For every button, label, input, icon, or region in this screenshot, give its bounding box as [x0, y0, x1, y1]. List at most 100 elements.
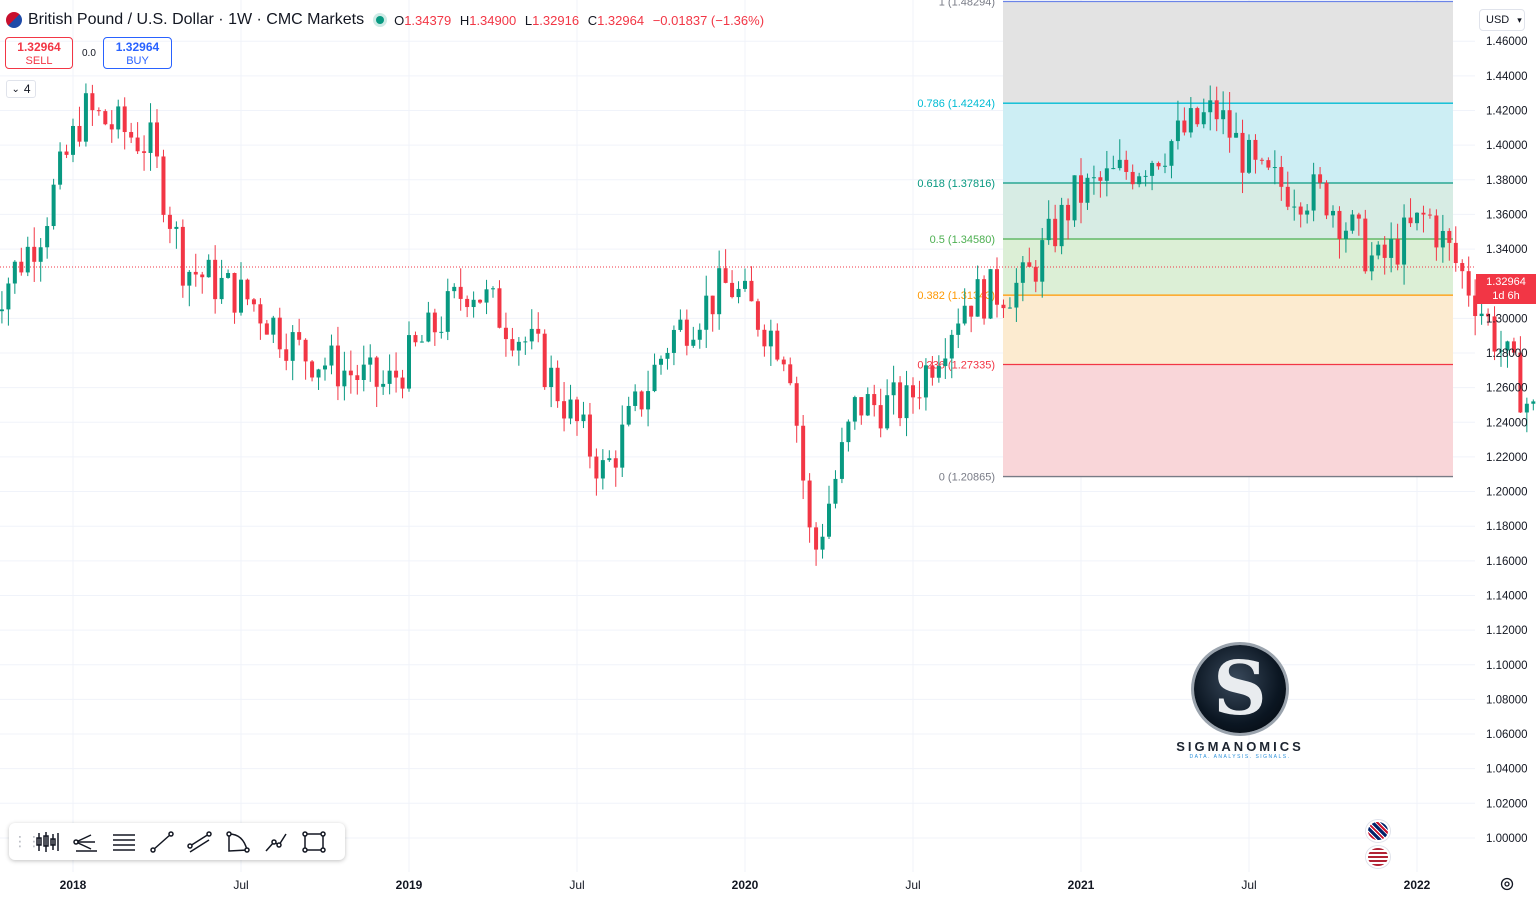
- drag-handle-icon[interactable]: ⋮⋮: [13, 833, 41, 849]
- candles-icon[interactable]: [29, 827, 67, 857]
- candle: [523, 336, 528, 355]
- candle: [555, 360, 560, 408]
- candle: [51, 178, 56, 230]
- candle: [206, 254, 211, 278]
- candle: [419, 334, 424, 343]
- candle: [1356, 212, 1361, 236]
- candle: [264, 320, 269, 335]
- price-axis-label: 1.40000: [1486, 140, 1528, 152]
- indicators-collapse-button[interactable]: ⌄ 4: [6, 80, 36, 98]
- candle: [1040, 227, 1045, 298]
- candle: [633, 384, 638, 412]
- price-axis-label: 1.46000: [1486, 36, 1528, 48]
- fib-level-label: 1 (1.48294): [939, 0, 995, 9]
- time-axis-label: Jul: [233, 878, 248, 892]
- fib-zone-fill: [1003, 364, 1453, 477]
- candle: [665, 347, 670, 370]
- price-axis-label: 1.22000: [1486, 452, 1528, 464]
- gbpusd-flag-icon: [6, 12, 22, 28]
- candle: [704, 275, 709, 348]
- candle: [723, 249, 728, 284]
- candle: [1285, 171, 1290, 211]
- change-value: −0.01837 (−1.36%): [652, 12, 765, 28]
- candle: [426, 301, 431, 343]
- price-axis-label: 1.14000: [1486, 590, 1528, 602]
- sell-button[interactable]: 1.32964 SELL: [5, 37, 73, 69]
- candle: [1046, 200, 1051, 245]
- candle: [116, 99, 121, 139]
- candle: [1163, 153, 1167, 174]
- fib-level-label: 0.5 (1.34580): [930, 234, 995, 246]
- candle: [1382, 236, 1387, 275]
- candle: [1279, 155, 1284, 201]
- candle: [1098, 171, 1103, 198]
- candle: [109, 110, 114, 143]
- candle: [361, 345, 366, 392]
- candle: [148, 103, 153, 171]
- candle: [1453, 226, 1458, 272]
- curve-icon[interactable]: [219, 827, 257, 857]
- candle: [743, 268, 747, 292]
- candle: [898, 376, 903, 427]
- candle: [239, 262, 243, 316]
- logo-name: SIGMANOMICS: [1176, 739, 1304, 754]
- candle: [891, 365, 896, 415]
- candle: [1253, 134, 1258, 174]
- chart-grid: [0, 0, 1475, 872]
- time-axis-label: 2020: [732, 878, 759, 892]
- candle: [251, 297, 256, 312]
- bar-countdown: 1d 6h: [1492, 290, 1520, 302]
- candle: [387, 354, 392, 395]
- price-axis-label: 1.16000: [1486, 556, 1528, 568]
- low-value: 1.32916: [532, 12, 580, 28]
- settings-gear-icon[interactable]: [1499, 876, 1515, 892]
- candle: [478, 299, 483, 304]
- uk-flag-icon[interactable]: [1366, 820, 1390, 842]
- market-status-icon[interactable]: [376, 16, 385, 24]
- symbol-title[interactable]: British Pound / U.S. Dollar · 1W · CMC M…: [28, 11, 365, 28]
- path-icon[interactable]: [257, 827, 295, 857]
- rectangle-icon[interactable]: [295, 827, 333, 857]
- sigmanomics-logo: S SIGMANOMICS DATA. ANALYSIS. SIGNALS.: [1170, 642, 1310, 767]
- candle: [859, 397, 864, 425]
- currency-select[interactable]: USD ▾: [1479, 9, 1525, 31]
- candle: [1272, 150, 1277, 185]
- candle: [1376, 241, 1381, 260]
- candle: [64, 144, 69, 159]
- candle: [988, 268, 993, 320]
- candle: [1421, 205, 1426, 233]
- candle: [12, 260, 17, 294]
- fib-zone-fill: [1003, 295, 1453, 365]
- fib-retracement[interactable]: 1 (1.48294) 0.786 (1.42424) 0.618 (1.37816…: [917, 0, 1453, 484]
- candle: [710, 295, 715, 332]
- candle: [1111, 155, 1116, 170]
- us-flag-icon[interactable]: [1366, 846, 1390, 868]
- candle: [142, 135, 147, 171]
- candle: [1201, 98, 1206, 129]
- price-axis-label: 1.20000: [1486, 487, 1528, 499]
- time-axis[interactable]: 2018Jul2019Jul2020Jul2021Jul2022Jul2023J…: [60, 878, 1536, 892]
- candle: [865, 387, 870, 417]
- candle: [923, 358, 928, 411]
- candle: [788, 357, 793, 386]
- buy-button[interactable]: 1.32964 BUY: [103, 37, 172, 69]
- candle: [684, 309, 689, 356]
- candle: [129, 122, 134, 144]
- candle: [807, 473, 812, 543]
- price-axis-label: 1.06000: [1486, 729, 1528, 741]
- trend-line-icon[interactable]: [143, 827, 181, 857]
- candle: [1324, 180, 1329, 220]
- close-label: C: [587, 12, 598, 28]
- candle: [587, 402, 592, 469]
- multipoint-icon[interactable]: [67, 827, 105, 857]
- sell-label: SELL: [25, 55, 53, 67]
- candle: [271, 315, 276, 344]
- indicator-count: 4: [23, 82, 31, 96]
- candle: [310, 359, 315, 382]
- horizontal-lines-icon[interactable]: [105, 827, 143, 857]
- candle: [762, 324, 767, 357]
- ohlc-values: O1.34379 H1.34900 L1.32916 C1.32964 −0.0…: [394, 13, 764, 28]
- parallel-channel-icon[interactable]: [181, 827, 219, 857]
- price-axis[interactable]: 1.46000 1.44000 1.42000 1.40000 1.38000 1.360…: [1486, 36, 1528, 845]
